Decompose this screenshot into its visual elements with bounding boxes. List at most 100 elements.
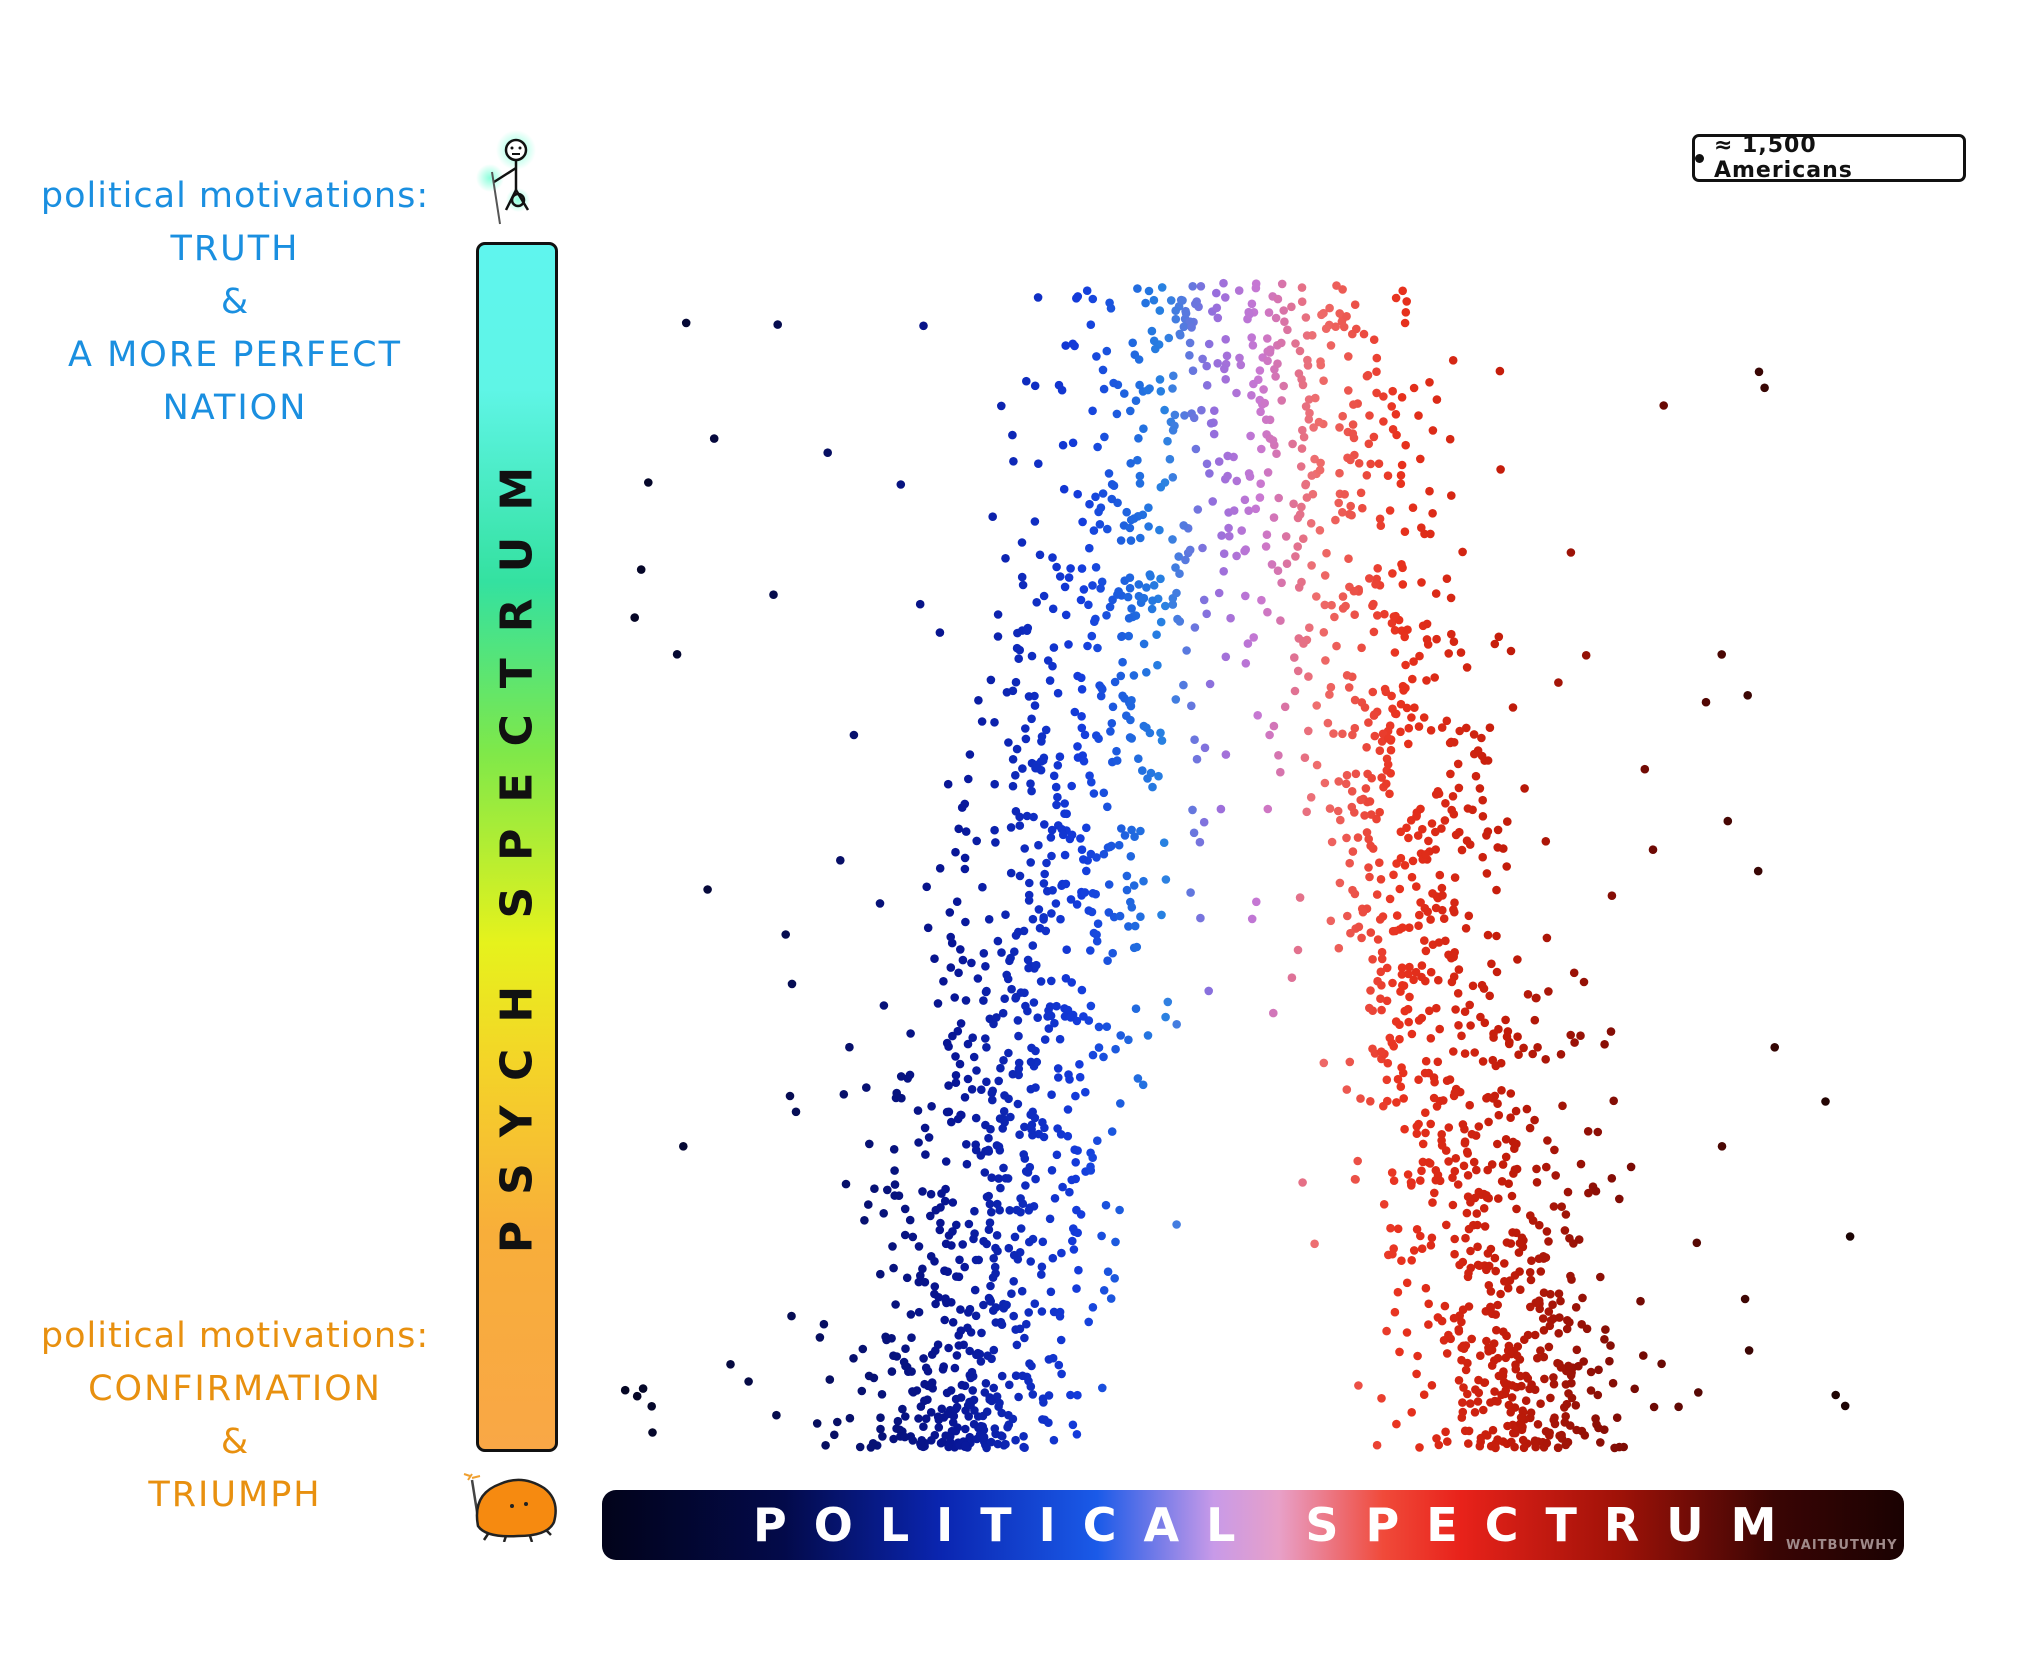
scatter-point — [1232, 551, 1241, 561]
scatter-point — [1351, 769, 1361, 779]
scatter-point — [1134, 754, 1143, 763]
scatter-point — [1021, 1181, 1030, 1190]
scatter-point — [1483, 930, 1493, 940]
scatter-point — [1229, 506, 1239, 515]
scatter-point — [1276, 767, 1285, 777]
scatter-point — [906, 1310, 916, 1319]
scatter-point — [954, 968, 963, 978]
scatter-point — [1126, 536, 1136, 545]
scatter-point — [1023, 623, 1033, 633]
scatter-point — [1498, 1371, 1508, 1380]
scatter-point — [1417, 961, 1427, 970]
scatter-point — [1432, 395, 1442, 404]
scatter-point — [1648, 845, 1658, 854]
scatter-point — [988, 1086, 997, 1096]
scatter-point — [1182, 646, 1191, 655]
scatter-point — [1418, 1139, 1428, 1149]
scatter-point — [1045, 676, 1055, 685]
scatter-point — [1420, 1068, 1430, 1078]
scatter-point — [1356, 1094, 1365, 1103]
scatter-point — [1450, 1249, 1459, 1259]
scatter-point — [1008, 781, 1018, 791]
scatter-point — [1449, 972, 1459, 981]
scatter-point — [1462, 663, 1472, 672]
scatter-point — [1094, 734, 1103, 743]
scatter-point — [1379, 1200, 1389, 1209]
scatter-point — [1478, 1057, 1488, 1066]
scatter-point — [1129, 514, 1139, 523]
scatter-point — [1496, 1289, 1505, 1299]
scatter-point — [1388, 926, 1398, 936]
scatter-point — [1315, 465, 1325, 475]
scatter-point — [1490, 1091, 1500, 1101]
scatter-point — [1051, 899, 1061, 908]
scatter-point — [1156, 574, 1165, 584]
scatter-point — [1002, 1300, 1011, 1310]
scatter-point — [1574, 1235, 1584, 1244]
scatter-point — [1406, 1178, 1416, 1187]
scatter-point — [1386, 769, 1395, 778]
scatter-point — [1583, 1127, 1593, 1136]
scatter-point — [1175, 569, 1184, 578]
scatter-point — [1640, 764, 1650, 774]
scatter-point — [1163, 997, 1173, 1007]
scatter-point — [1572, 1345, 1582, 1355]
scatter-point — [1578, 1293, 1587, 1303]
scatter-point — [1489, 1033, 1498, 1042]
scatter-point — [1480, 1378, 1490, 1387]
scatter-point — [1054, 1360, 1064, 1370]
scatter-point — [1304, 726, 1313, 736]
scatter-point — [988, 512, 997, 521]
scatter-point — [1348, 420, 1358, 429]
scatter-point — [1063, 1131, 1073, 1141]
scatter-point — [1341, 779, 1351, 789]
scatter-point — [961, 1424, 970, 1434]
scatter-point — [1048, 886, 1057, 895]
scatter-point — [1082, 286, 1092, 296]
scatter-point — [1263, 607, 1272, 617]
scatter-point — [890, 1166, 899, 1175]
scatter-point — [1463, 804, 1473, 813]
scatter-point — [1770, 1043, 1779, 1052]
scatter-point — [1544, 1237, 1553, 1246]
scatter-point — [1424, 1320, 1433, 1329]
scatter-point — [1433, 1313, 1443, 1322]
scatter-point — [1192, 754, 1202, 764]
scatter-point — [1397, 963, 1407, 972]
scatter-point — [1058, 440, 1068, 450]
scatter-point — [1487, 1160, 1497, 1169]
scatter-point — [1460, 1138, 1470, 1148]
scatter-point — [1251, 504, 1261, 514]
scatter-point — [1005, 1206, 1014, 1215]
scatter-point — [1047, 1166, 1057, 1175]
scatter-point — [1319, 376, 1328, 386]
scatter-point — [1247, 299, 1257, 309]
scatter-point — [1549, 1373, 1558, 1382]
scatter-point — [1421, 1283, 1431, 1293]
scatter-point — [1360, 703, 1370, 712]
scatter-point — [1053, 1124, 1062, 1133]
scatter-point — [1401, 308, 1411, 317]
scatter-point — [1125, 523, 1135, 533]
scatter-point — [1026, 858, 1035, 867]
scatter-point — [1366, 928, 1376, 937]
scatter-point — [920, 1123, 930, 1133]
scatter-point — [865, 1139, 874, 1149]
scatter-point — [1335, 423, 1344, 432]
scatter-point — [1056, 1335, 1066, 1345]
scatter-point — [1115, 911, 1125, 921]
scatter-point — [1440, 816, 1450, 825]
scatter-point — [1426, 915, 1435, 924]
scatter-point — [1247, 391, 1256, 400]
scatter-point — [1074, 1265, 1083, 1275]
scatter-point — [1514, 1248, 1524, 1257]
scatter-point — [965, 750, 975, 759]
scatter-point — [1055, 752, 1065, 761]
scatter-point — [990, 1424, 1000, 1433]
scatter-point — [1236, 360, 1246, 370]
scatter-point — [1321, 324, 1331, 334]
scatter-point — [1114, 587, 1123, 596]
scatter-point — [1562, 1399, 1572, 1409]
scatter-point — [1556, 1296, 1565, 1306]
scatter-point — [1260, 398, 1269, 408]
